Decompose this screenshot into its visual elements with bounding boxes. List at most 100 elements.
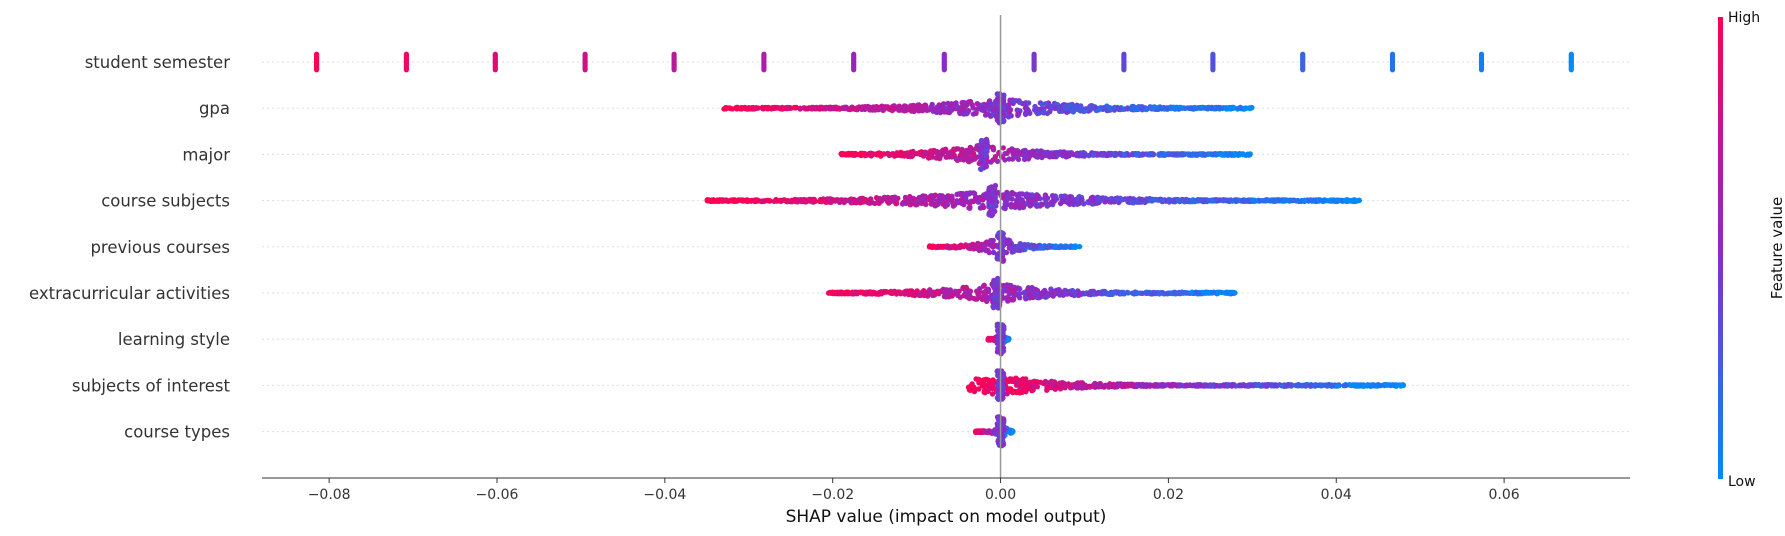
point-course-subjects xyxy=(981,192,987,198)
point-subjects-of-interest xyxy=(1343,382,1349,389)
point-course-subjects xyxy=(1059,198,1066,204)
point-subjects-of-interest xyxy=(994,395,1001,401)
point-student-semester xyxy=(403,67,409,73)
point-gpa xyxy=(929,101,935,108)
point-course-subjects xyxy=(1356,197,1362,203)
point-major xyxy=(868,152,875,159)
point-subjects-of-interest xyxy=(1307,383,1313,389)
point-major xyxy=(1201,151,1208,157)
point-gpa xyxy=(967,98,974,105)
x-tick-label: −0.06 xyxy=(476,487,519,503)
point-major xyxy=(847,151,853,157)
point-extracurricular-activities xyxy=(1145,290,1151,296)
point-course-subjects xyxy=(749,197,755,204)
point-course-subjects xyxy=(836,199,843,205)
point-course-subjects xyxy=(1318,197,1324,203)
point-student-semester xyxy=(1121,67,1127,73)
point-course-subjects xyxy=(1019,191,1025,197)
point-course-types xyxy=(975,429,981,435)
point-major xyxy=(1231,151,1238,158)
point-major xyxy=(1111,151,1117,157)
point-previous-courses xyxy=(977,246,984,253)
point-extracurricular-activities xyxy=(1101,289,1107,296)
point-major xyxy=(1041,149,1048,156)
point-course-subjects xyxy=(922,197,928,203)
point-previous-courses xyxy=(1000,257,1007,263)
point-gpa xyxy=(1040,109,1047,115)
point-extracurricular-activities xyxy=(1048,289,1054,295)
point-major xyxy=(937,149,944,155)
point-subjects-of-interest xyxy=(1109,382,1115,388)
point-gpa xyxy=(843,104,849,110)
point-course-subjects xyxy=(887,195,894,201)
point-major xyxy=(1159,152,1166,158)
point-course-subjects xyxy=(1309,197,1316,204)
point-previous-courses xyxy=(967,242,973,249)
point-extracurricular-activities xyxy=(1193,289,1200,295)
point-gpa xyxy=(1067,104,1074,110)
x-axis-ticks: −0.08 −0.06 −0.04 −0.02 0.00 0.02 0.04 0.06 xyxy=(308,478,1520,503)
point-gpa xyxy=(724,105,730,111)
point-student-semester xyxy=(492,67,498,73)
point-subjects-of-interest xyxy=(1353,382,1360,389)
point-gpa xyxy=(750,105,757,112)
point-subjects-of-interest xyxy=(1367,382,1373,388)
point-course-subjects xyxy=(856,196,862,203)
point-major xyxy=(943,154,949,160)
point-course-subjects xyxy=(914,198,920,205)
point-subjects-of-interest xyxy=(1096,383,1102,389)
point-previous-courses xyxy=(1044,244,1050,251)
point-subjects-of-interest xyxy=(1137,382,1144,389)
point-course-subjects xyxy=(875,198,881,204)
point-extracurricular-activities xyxy=(1056,287,1062,293)
point-major xyxy=(1090,152,1097,158)
point-course-subjects xyxy=(1293,198,1300,204)
point-subjects-of-interest xyxy=(969,386,975,392)
point-subjects-of-interest xyxy=(1262,382,1268,388)
point-course-subjects xyxy=(1058,193,1064,199)
point-course-subjects xyxy=(1012,201,1018,208)
point-previous-courses xyxy=(988,237,994,244)
point-major xyxy=(1081,153,1088,159)
point-extracurricular-activities xyxy=(914,288,920,294)
point-subjects-of-interest xyxy=(1018,389,1024,395)
point-learning-style xyxy=(1005,337,1011,343)
point-subjects-of-interest xyxy=(1115,381,1121,387)
point-previous-courses xyxy=(1038,245,1044,251)
point-extracurricular-activities xyxy=(1121,291,1127,297)
point-course-subjects xyxy=(767,198,773,204)
point-major xyxy=(1010,151,1016,157)
point-major xyxy=(974,145,980,151)
x-tick-label: 0.04 xyxy=(1321,487,1352,503)
point-extracurricular-activities xyxy=(1164,290,1170,297)
point-subjects-of-interest xyxy=(1019,381,1025,387)
point-subjects-of-interest xyxy=(1169,382,1175,388)
point-course-subjects xyxy=(899,201,906,207)
point-course-subjects xyxy=(803,198,809,204)
point-gpa xyxy=(896,106,902,113)
feature-label-gpa: gpa xyxy=(199,99,230,118)
point-major xyxy=(859,150,865,157)
point-course-subjects xyxy=(1097,196,1104,202)
point-gpa xyxy=(859,105,866,112)
point-subjects-of-interest xyxy=(1025,386,1031,392)
point-previous-courses xyxy=(963,242,969,248)
point-major xyxy=(945,150,951,156)
point-subjects-of-interest xyxy=(1014,380,1020,386)
point-previous-courses xyxy=(1072,244,1079,250)
point-gpa xyxy=(1182,105,1189,112)
point-gpa xyxy=(1043,101,1049,107)
point-course-subjects xyxy=(1064,197,1070,204)
point-course-subjects xyxy=(1201,198,1207,205)
point-major xyxy=(855,151,861,158)
point-extracurricular-activities xyxy=(839,290,845,296)
point-extracurricular-activities xyxy=(995,277,1001,283)
point-gpa xyxy=(890,105,896,111)
point-gpa xyxy=(1013,98,1019,104)
point-gpa xyxy=(994,96,1001,102)
point-major xyxy=(1116,151,1123,157)
point-major xyxy=(970,150,977,157)
point-learning-style xyxy=(989,336,996,342)
point-subjects-of-interest xyxy=(1220,382,1227,388)
point-extracurricular-activities xyxy=(1086,290,1093,296)
